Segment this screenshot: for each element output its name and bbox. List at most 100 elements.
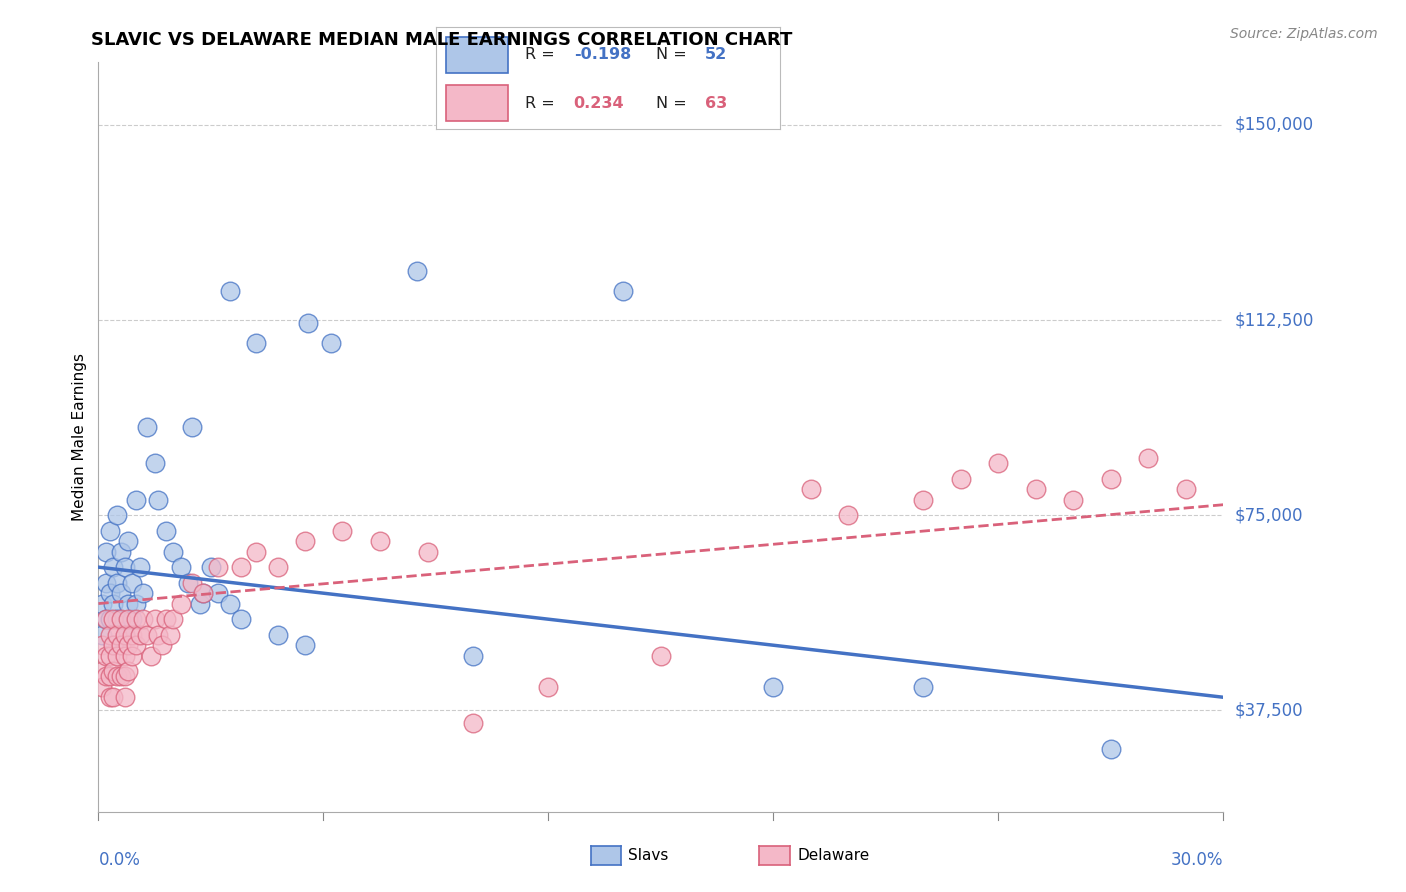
Point	[103, 560, 125, 574]
Point	[159, 628, 181, 642]
Point	[98, 669, 121, 683]
Point	[181, 419, 204, 434]
Text: $112,500: $112,500	[1234, 311, 1313, 329]
Point	[650, 648, 672, 663]
Point	[188, 597, 211, 611]
Point	[949, 472, 972, 486]
Point	[148, 492, 170, 507]
Point	[117, 638, 139, 652]
Text: $150,000: $150,000	[1234, 116, 1313, 134]
Point	[103, 612, 125, 626]
Point	[98, 524, 121, 538]
Text: R =: R =	[526, 95, 561, 111]
Point	[125, 612, 148, 626]
Point	[94, 612, 117, 626]
Point	[537, 680, 560, 694]
Point	[105, 575, 128, 590]
Text: N =: N =	[657, 47, 692, 62]
Point	[245, 544, 267, 558]
Point	[114, 560, 136, 574]
Text: N =: N =	[657, 95, 692, 111]
Point	[114, 628, 136, 642]
Text: R =: R =	[526, 47, 561, 62]
Point	[150, 638, 173, 652]
Point	[94, 669, 117, 683]
Point	[912, 492, 935, 507]
Point	[121, 628, 143, 642]
Point	[121, 648, 143, 663]
Point	[110, 638, 132, 652]
Text: 0.0%: 0.0%	[98, 851, 141, 869]
Point	[987, 456, 1010, 470]
Text: Source: ZipAtlas.com: Source: ZipAtlas.com	[1230, 27, 1378, 41]
Point	[1099, 472, 1122, 486]
Point	[200, 560, 222, 574]
Point	[103, 690, 125, 705]
Y-axis label: Median Male Earnings: Median Male Earnings	[72, 353, 87, 521]
Point	[181, 575, 204, 590]
Text: $75,000: $75,000	[1234, 506, 1303, 524]
Point	[155, 612, 177, 626]
Point	[114, 628, 136, 642]
Point	[132, 586, 155, 600]
Point	[143, 612, 166, 626]
Point	[117, 534, 139, 549]
Point	[110, 544, 132, 558]
Text: 63: 63	[704, 95, 727, 111]
Point	[114, 669, 136, 683]
Point	[128, 560, 150, 574]
Point	[800, 482, 823, 496]
Point	[125, 638, 148, 652]
Point	[170, 560, 193, 574]
Text: $37,500: $37,500	[1234, 701, 1303, 719]
Text: Slavs: Slavs	[628, 848, 669, 863]
Point	[294, 534, 316, 549]
Point	[98, 612, 121, 626]
Point	[1099, 742, 1122, 756]
Point	[162, 612, 184, 626]
Point	[297, 316, 319, 330]
Point	[91, 680, 114, 694]
Point	[368, 534, 391, 549]
Point	[319, 336, 342, 351]
Point	[218, 597, 240, 611]
Point	[1174, 482, 1197, 496]
Point	[193, 586, 215, 600]
Point	[245, 336, 267, 351]
Point	[218, 285, 240, 299]
Point	[143, 456, 166, 470]
Point	[103, 638, 125, 652]
Text: 0.234: 0.234	[574, 95, 624, 111]
Point	[94, 544, 117, 558]
Point	[136, 419, 159, 434]
Text: Delaware: Delaware	[797, 848, 869, 863]
Point	[406, 263, 429, 277]
Point	[121, 612, 143, 626]
Point	[463, 716, 485, 731]
Point	[229, 612, 252, 626]
Point	[177, 575, 200, 590]
Point	[114, 648, 136, 663]
Point	[170, 597, 193, 611]
Point	[91, 597, 114, 611]
Point	[98, 628, 121, 642]
Point	[229, 560, 252, 574]
Point	[418, 544, 440, 558]
Point	[136, 628, 159, 642]
Point	[463, 648, 485, 663]
Point	[162, 544, 184, 558]
Point	[125, 597, 148, 611]
Point	[294, 638, 316, 652]
Point	[110, 586, 132, 600]
Text: -0.198: -0.198	[574, 47, 631, 62]
Point	[148, 628, 170, 642]
Point	[117, 612, 139, 626]
Point	[132, 612, 155, 626]
FancyBboxPatch shape	[446, 86, 508, 121]
Point	[105, 669, 128, 683]
Point	[762, 680, 785, 694]
Point	[98, 648, 121, 663]
Point	[912, 680, 935, 694]
Point	[128, 628, 150, 642]
Point	[105, 508, 128, 523]
